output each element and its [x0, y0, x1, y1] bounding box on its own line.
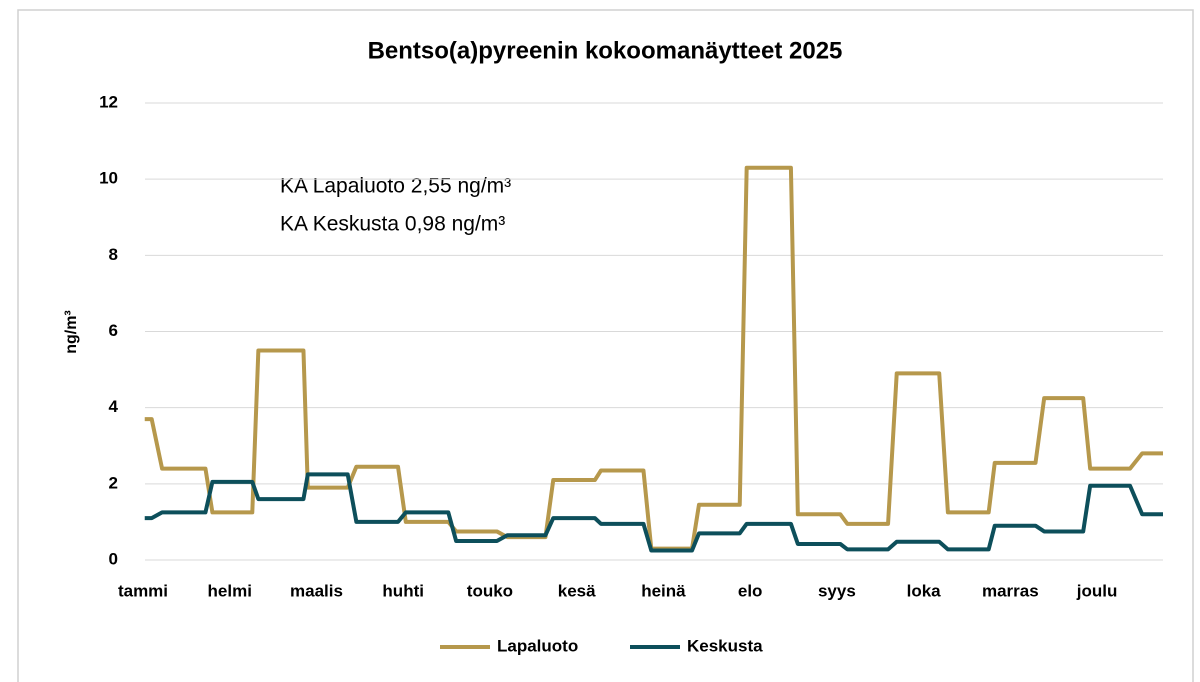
x-tick-label: marras [982, 581, 1039, 600]
annotation: KA Keskusta 0,98 ng/m³ [280, 213, 505, 236]
x-tick-label: helmi [208, 581, 252, 600]
chart-title: Bentso(a)pyreenin kokoomanäytteet 2025 [368, 37, 843, 64]
chart-border [17, 9, 1194, 682]
x-tick-label: tammi [118, 581, 168, 600]
x-tick-label: loka [907, 581, 942, 600]
legend-label: Keskusta [687, 636, 763, 655]
x-tick-label: kesä [558, 581, 596, 600]
series-line [144, 165, 1163, 551]
x-tick-label: huhti [382, 581, 424, 600]
series-line [144, 472, 1163, 553]
y-tick-label: 0 [109, 549, 118, 568]
x-tick-label: syys [818, 581, 856, 600]
x-tick-label: joulu [1076, 581, 1118, 600]
y-axis-label: ng/m³ [63, 310, 80, 354]
y-tick-label: 12 [99, 92, 118, 111]
y-tick-label: 10 [99, 169, 118, 188]
x-tick-label: touko [467, 581, 513, 600]
legend-label: Lapaluoto [497, 636, 578, 655]
annotation: KA Lapaluoto 2,55 ng/m³ [280, 175, 511, 198]
x-tick-label: heinä [641, 581, 686, 600]
y-tick-label: 8 [109, 245, 118, 264]
y-tick-label: 2 [109, 473, 118, 492]
x-tick-label: maalis [290, 581, 343, 600]
x-tick-label: elo [738, 581, 763, 600]
y-tick-label: 6 [109, 321, 118, 340]
y-tick-label: 4 [109, 397, 119, 416]
